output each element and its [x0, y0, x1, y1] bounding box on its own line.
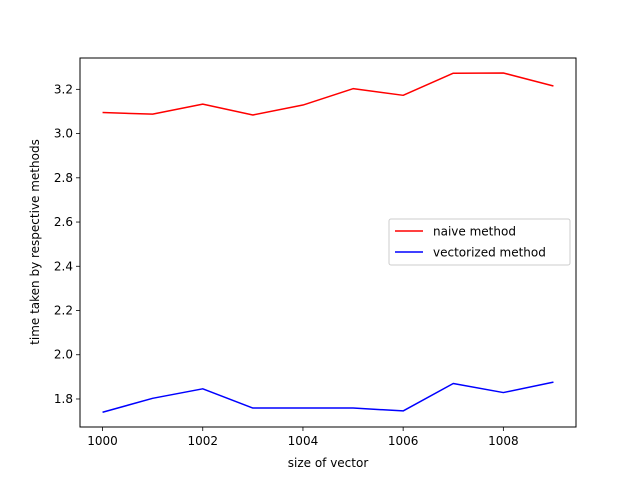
y-tick-label: 2.8	[54, 171, 73, 185]
legend-label-vectorized: vectorized method	[433, 246, 546, 260]
y-tick-label: 2.4	[54, 259, 73, 273]
legend-box	[388, 218, 571, 266]
y-axis-ticks: 1.8 2.0 2.2 2.4 2.6 2.8 3.0 3.2	[54, 82, 80, 406]
axes-frame	[79, 57, 577, 428]
series-layer	[102, 72, 554, 413]
series-line-vectorized	[102, 381, 554, 413]
y-tick-label: 3.0	[54, 127, 73, 141]
x-tick-label: 1006	[388, 434, 419, 448]
x-tick-label: 1002	[187, 434, 218, 448]
x-tick-label: 1004	[288, 434, 319, 448]
y-tick-label: 3.2	[54, 82, 73, 96]
y-tick-label: 2.2	[54, 304, 73, 318]
x-axis-ticks: 1000 1002 1004 1006 1008	[87, 427, 519, 448]
legend: naive method vectorized method	[388, 218, 571, 266]
legend-label-naive: naive method	[433, 225, 516, 239]
x-tick-label: 1000	[87, 434, 118, 448]
y-axis-label: time taken by respective methods	[28, 139, 42, 345]
x-tick-label: 1008	[488, 434, 519, 448]
series-line-naive	[102, 72, 554, 116]
y-tick-label: 1.8	[54, 392, 73, 406]
x-axis-label: size of vector	[288, 456, 369, 470]
y-tick-label: 2.0	[54, 348, 73, 362]
plot-area	[79, 57, 577, 428]
y-tick-label: 2.6	[54, 215, 73, 229]
